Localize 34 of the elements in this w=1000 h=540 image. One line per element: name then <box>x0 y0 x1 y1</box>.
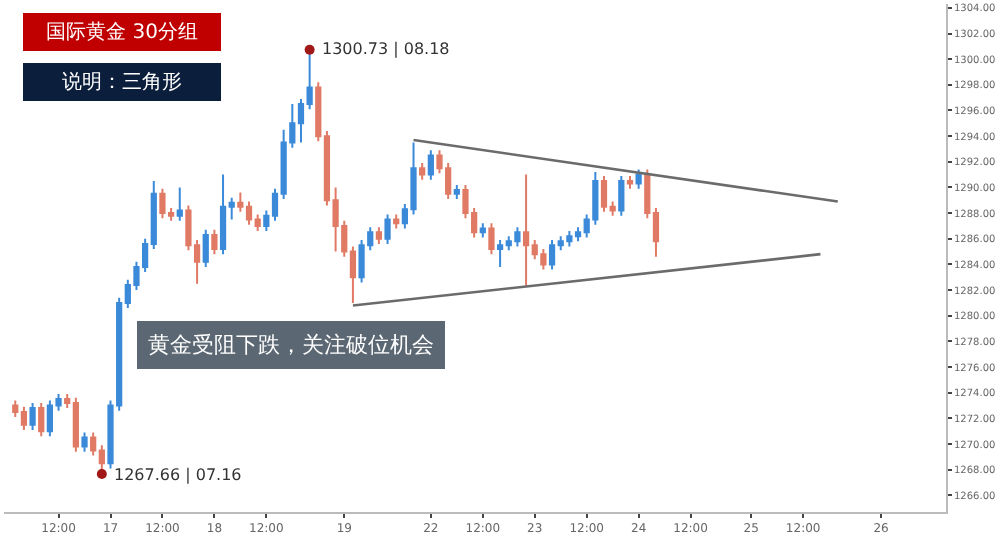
data-label: 1300.73 | 08.18 <box>322 40 450 58</box>
candlestick <box>635 168 642 190</box>
candlestick <box>479 222 486 239</box>
candlestick <box>393 213 400 230</box>
candlestick <box>384 213 391 245</box>
candlestick <box>514 226 521 248</box>
candlestick <box>211 228 218 256</box>
candlestick <box>29 401 36 431</box>
candlestick <box>176 186 183 222</box>
candlestick <box>626 174 634 190</box>
candlestick <box>375 226 383 245</box>
candlestick <box>219 173 227 256</box>
candlestick <box>488 222 495 256</box>
candlestick <box>38 401 45 438</box>
candlestick <box>522 173 530 288</box>
candlestick <box>453 183 460 200</box>
title-box: 说明：三角形 <box>23 63 221 101</box>
annotation: 黄金受阻下跌，关注破位机会 <box>148 332 434 358</box>
candlestick <box>540 248 547 271</box>
candlestick <box>566 230 573 248</box>
candlestick <box>427 149 434 181</box>
title-box: 国际黄金 30分组 <box>23 13 221 51</box>
candlestick <box>202 228 209 268</box>
candlestick <box>618 174 625 217</box>
candlestick <box>245 200 253 226</box>
candlestick <box>72 396 79 453</box>
candlestick <box>159 187 166 220</box>
candlestick <box>419 162 426 181</box>
candlestick <box>496 239 504 268</box>
data-label: 1267.66 | 07.16 <box>114 466 242 484</box>
candlestick <box>81 431 88 453</box>
candlestick <box>548 239 556 271</box>
candlestick <box>600 174 608 213</box>
candlestick <box>20 405 28 431</box>
